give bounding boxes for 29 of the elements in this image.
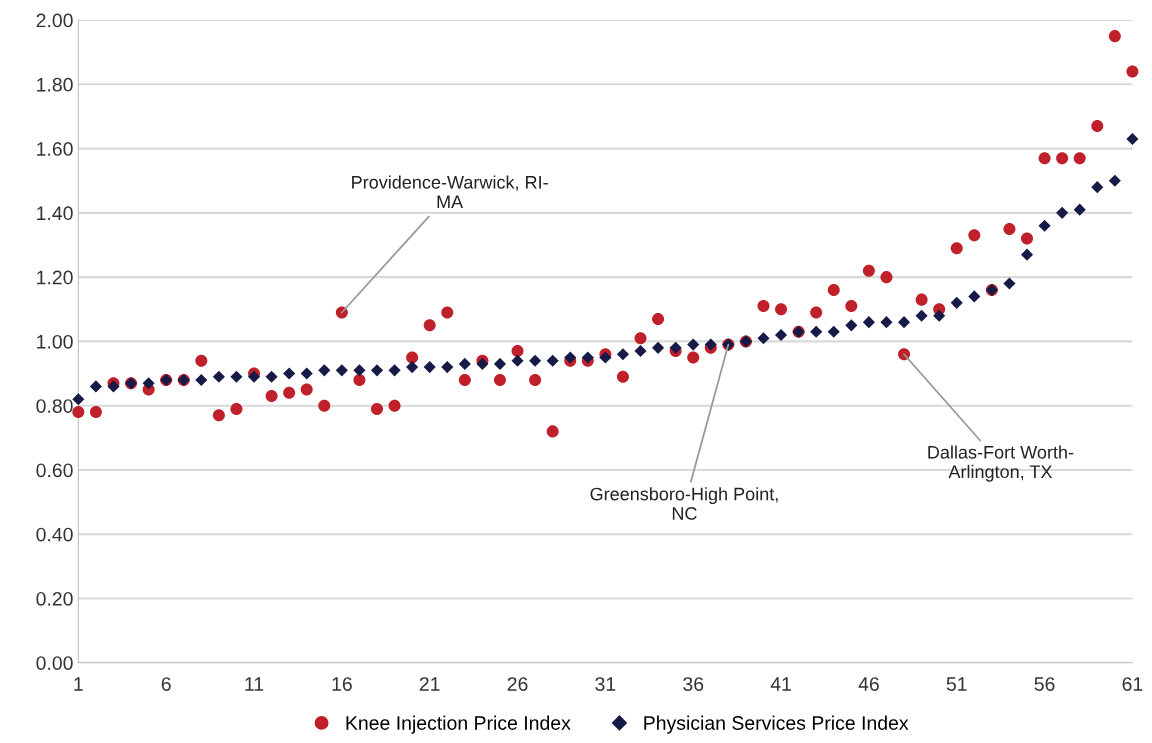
y-tick-label: 1.60: [37, 142, 73, 156]
x-tick-label: 26: [507, 677, 528, 691]
y-tick-label: 0.80: [36, 399, 73, 413]
y-tick-label: 0.20: [36, 591, 73, 606]
x-tick-label: 1: [74, 677, 83, 691]
y-tick-label: 0.00: [36, 656, 73, 670]
y-tick-label: 0.60: [36, 463, 73, 478]
x-tick-label: 61: [1122, 677, 1143, 691]
y-tick-label: 1.00: [37, 334, 73, 349]
x-tick-label: 46: [858, 677, 879, 691]
x-tick-label: 6: [161, 677, 171, 691]
annotation: Greensboro-High Point, NC: [590, 487, 778, 520]
annotation: Dallas-Fort Worth- Arlington, TX: [928, 445, 1074, 482]
y-tick-label: 1.20: [37, 270, 73, 285]
legend-label: Knee Injection Price Index: [346, 715, 571, 734]
y-tick-label: 1.40: [37, 206, 73, 221]
x-tick-label: 41: [770, 677, 791, 691]
y-tick-label: 0.40: [36, 527, 73, 542]
x-tick-label: 21: [419, 677, 440, 691]
x-tick-label: 56: [1034, 677, 1055, 691]
x-tick-label: 51: [946, 677, 967, 691]
y-tick-label: 2.00: [36, 13, 73, 28]
y-tick-label: 1.80: [37, 77, 73, 92]
annotation: Providence-Warwick, RI- MA: [352, 175, 548, 208]
x-tick-label: 11: [245, 677, 264, 691]
x-tick-label: 31: [595, 677, 616, 691]
x-tick-label: 36: [683, 677, 704, 691]
legend-label: Physician Services Price Index: [644, 715, 909, 734]
x-tick-label: 16: [332, 677, 352, 691]
